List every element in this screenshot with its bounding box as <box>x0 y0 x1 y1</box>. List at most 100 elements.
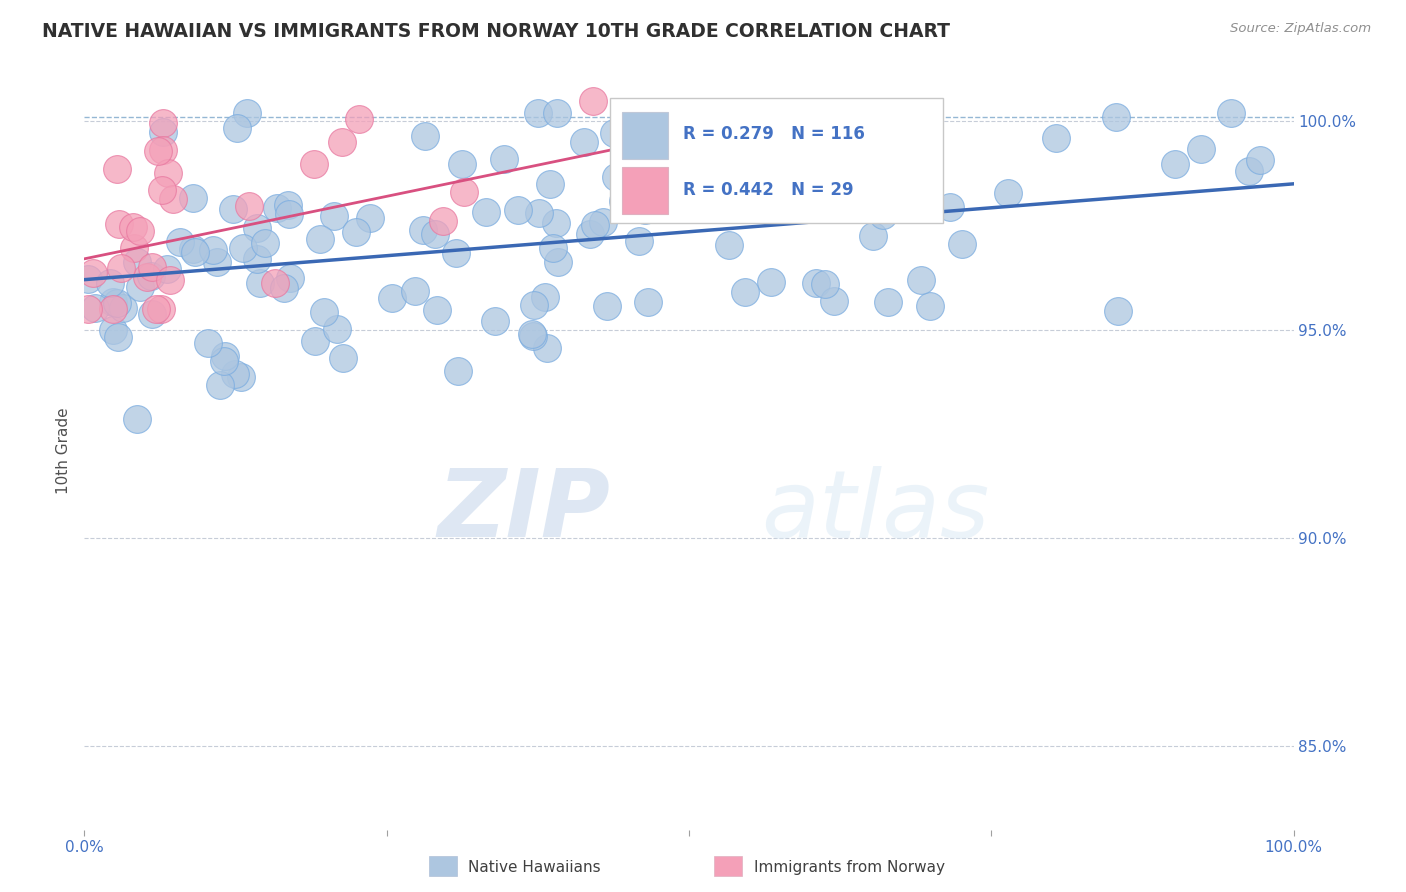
Point <box>1249 153 1271 167</box>
Text: ZIP: ZIP <box>437 465 610 558</box>
Point <box>453 185 475 199</box>
Point <box>235 106 257 120</box>
Point <box>238 199 260 213</box>
Point <box>444 245 467 260</box>
Point <box>547 255 569 269</box>
Point <box>169 235 191 249</box>
Point <box>380 291 402 305</box>
Point <box>129 224 152 238</box>
Point <box>224 367 246 381</box>
Point <box>359 211 381 225</box>
Point <box>127 412 149 426</box>
Point <box>205 255 228 269</box>
Point <box>197 336 219 351</box>
Point <box>141 307 163 321</box>
Point <box>761 275 783 289</box>
Point <box>484 314 506 328</box>
Point <box>225 120 247 135</box>
Point <box>523 298 546 312</box>
Point <box>412 223 434 237</box>
Point <box>208 378 231 392</box>
Point <box>347 112 370 127</box>
Point <box>150 184 173 198</box>
Point <box>214 349 236 363</box>
Point <box>997 186 1019 201</box>
Point <box>544 217 567 231</box>
Point <box>526 106 548 120</box>
Point <box>145 301 167 316</box>
Point <box>818 167 841 181</box>
Point <box>122 219 145 234</box>
Text: Native Hawaiians: Native Hawaiians <box>468 861 600 875</box>
Point <box>404 284 426 298</box>
Point <box>494 153 516 167</box>
Point <box>596 300 619 314</box>
Text: NATIVE HAWAIIAN VS IMMIGRANTS FROM NORWAY 10TH GRADE CORRELATION CHART: NATIVE HAWAIIAN VS IMMIGRANTS FROM NORWA… <box>42 22 950 41</box>
Point <box>136 270 159 285</box>
Point <box>538 177 561 191</box>
Point <box>583 219 606 233</box>
FancyBboxPatch shape <box>623 112 668 159</box>
Point <box>159 272 181 286</box>
Point <box>876 294 898 309</box>
Point <box>314 304 336 318</box>
Point <box>806 194 828 208</box>
Point <box>249 277 271 291</box>
Point <box>522 329 544 343</box>
Point <box>83 301 105 316</box>
Text: R = 0.279   N = 116: R = 0.279 N = 116 <box>683 125 865 143</box>
Text: Immigrants from Norway: Immigrants from Norway <box>754 861 945 875</box>
Point <box>157 166 180 180</box>
Point <box>628 235 651 249</box>
Point <box>527 205 550 219</box>
Point <box>592 214 614 228</box>
Point <box>77 272 100 286</box>
Point <box>128 280 150 294</box>
Point <box>105 295 128 310</box>
Point <box>1237 164 1260 178</box>
Point <box>183 242 205 256</box>
Point <box>920 299 942 313</box>
Point <box>110 260 132 275</box>
Point <box>76 301 98 316</box>
Point <box>222 202 245 216</box>
Point <box>823 293 845 308</box>
Point <box>835 201 858 215</box>
Point <box>1107 304 1129 318</box>
Point <box>1220 106 1243 120</box>
Point <box>231 370 253 384</box>
Point <box>648 165 671 179</box>
Point <box>156 261 179 276</box>
Point <box>127 255 149 269</box>
Point <box>546 106 568 120</box>
Point <box>148 145 170 159</box>
Point <box>152 144 174 158</box>
Point <box>706 186 728 201</box>
Point <box>101 323 124 337</box>
Point <box>139 269 162 284</box>
Point <box>415 129 437 144</box>
Point <box>201 243 224 257</box>
Point <box>152 116 174 130</box>
Point <box>332 351 354 366</box>
Point <box>520 326 543 341</box>
FancyBboxPatch shape <box>623 167 668 214</box>
Point <box>1105 110 1128 124</box>
Point <box>273 281 295 295</box>
Point <box>474 205 496 219</box>
Point <box>634 202 657 217</box>
Point <box>734 285 756 299</box>
Point <box>162 192 184 206</box>
Point <box>605 169 627 184</box>
Point <box>451 157 474 171</box>
Point <box>426 303 449 318</box>
Text: atlas: atlas <box>762 466 990 557</box>
Point <box>612 194 634 209</box>
Point <box>541 241 564 255</box>
Point <box>309 232 332 246</box>
Point <box>246 220 269 235</box>
Point <box>141 260 163 274</box>
Point <box>152 125 174 139</box>
Point <box>184 244 207 259</box>
Point <box>572 135 595 149</box>
